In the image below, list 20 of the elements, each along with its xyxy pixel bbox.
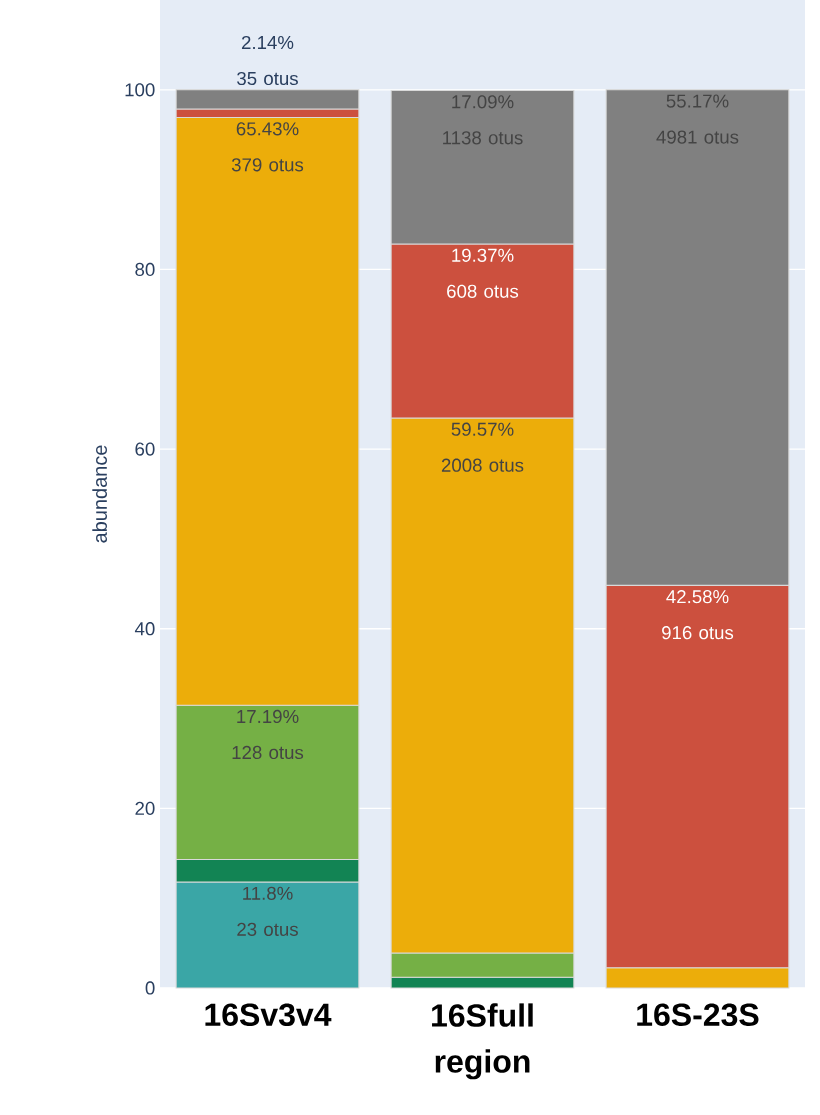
- text: 19.37% 608 otus: [447, 248, 519, 298]
- text: 42.58% 916 otus: [662, 590, 734, 640]
- text: 59.57% 2008 otus: [441, 422, 524, 472]
- y-tick-label: 100: [125, 83, 155, 97]
- y-axis-title: abundance: [92, 445, 107, 543]
- y-tick-label: 0: [145, 981, 155, 995]
- text: 65.43% 379 otus: [231, 122, 304, 172]
- y-tick-label: 60: [135, 442, 155, 456]
- x-tick-label: 16S-23S: [637, 1003, 759, 1027]
- y-tick-label: 40: [134, 622, 155, 636]
- text: 2.14% 35 otus: [237, 35, 298, 86]
- y-tick-label: 20: [135, 801, 155, 815]
- text: 55.17% 4981 otus: [656, 94, 739, 144]
- x-tick-label: 16Sv3v4: [205, 1003, 332, 1027]
- x-axis-title: region: [435, 1049, 530, 1080]
- text: 11.8% 23 otus: [237, 886, 298, 936]
- text: 17.09% 1138 otus: [443, 95, 523, 145]
- text: 17.19% 128 otus: [232, 709, 304, 760]
- x-tick-label: 16Sfull: [432, 1003, 533, 1027]
- y-tick-label: 80: [135, 262, 155, 277]
